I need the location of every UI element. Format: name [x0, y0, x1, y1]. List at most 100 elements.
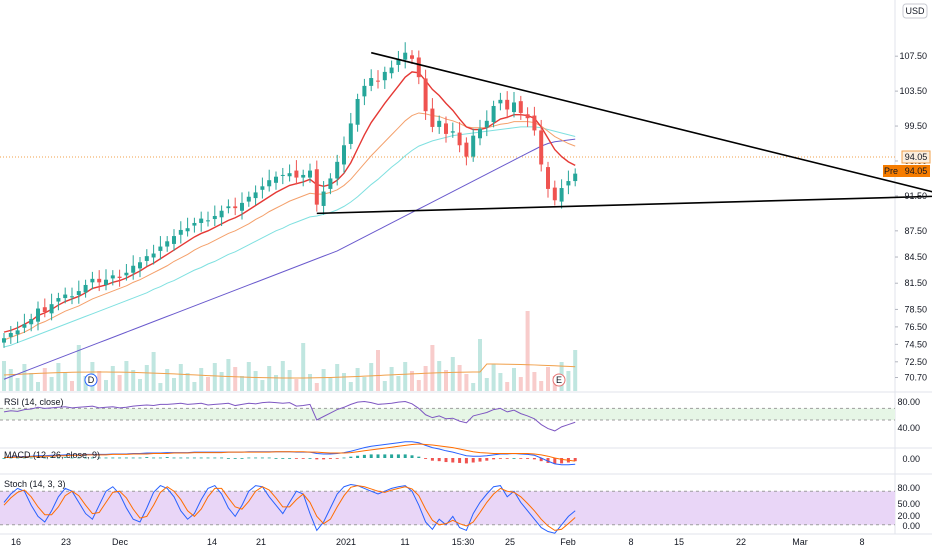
- macd-histogram-bar: [124, 457, 128, 459]
- volume-bar: [362, 377, 367, 391]
- candle-body: [450, 131, 455, 133]
- candle-body: [260, 186, 265, 190]
- currency-badge[interactable]: [902, 3, 928, 19]
- macd-histogram-bar: [77, 457, 81, 459]
- macd-histogram-bar: [90, 457, 94, 459]
- stoch-k-line: [3, 483, 576, 534]
- candle-body: [56, 298, 61, 302]
- volume-bar: [348, 382, 353, 391]
- volume-bar: [76, 345, 81, 391]
- macd-histogram-bar: [478, 458, 482, 462]
- macd-histogram-bar: [451, 458, 455, 463]
- lower-trendline[interactable]: [316, 195, 932, 215]
- macd-histogram-bar: [315, 458, 319, 460]
- earnings-marker[interactable]: [552, 373, 566, 387]
- macd-histogram-bar: [376, 454, 380, 458]
- volume-bar: [355, 368, 360, 391]
- macd-histogram-bar: [16, 457, 20, 459]
- candle-body: [83, 284, 88, 293]
- volume-bar: [42, 368, 47, 391]
- volume-bar: [308, 374, 312, 391]
- macd-histogram-bar: [403, 454, 407, 458]
- volume-bar: [532, 372, 537, 391]
- candle-body: [342, 145, 346, 165]
- candle-body: [97, 278, 102, 283]
- volume-bar: [539, 381, 544, 391]
- candle-body: [308, 170, 312, 178]
- volume-bar: [416, 380, 421, 391]
- last-price-tag: [901, 150, 931, 164]
- candle-body: [348, 123, 353, 144]
- candle-body: [117, 276, 122, 278]
- candle-body: [138, 262, 142, 269]
- macd-histogram-bar: [505, 458, 509, 459]
- volume-bar: [382, 381, 387, 391]
- candle-body: [267, 180, 272, 187]
- volume-bar: [546, 367, 550, 391]
- macd-histogram-bar: [63, 457, 67, 458]
- candle-body: [8, 332, 13, 337]
- macd-histogram-bar: [512, 458, 516, 459]
- macd-histogram-bar: [396, 454, 400, 458]
- macd-histogram-bar: [437, 458, 441, 462]
- candle-body: [15, 330, 20, 335]
- candle-body: [559, 188, 564, 202]
- price-tick-label: 70.70: [904, 373, 927, 383]
- time-tick-label: 15: [674, 537, 684, 547]
- upper-trendline[interactable]: [371, 51, 932, 196]
- rsi-band: [0, 408, 895, 420]
- macd-histogram-bar: [546, 458, 550, 463]
- ema-fast-line: [3, 71, 576, 333]
- candle-body: [110, 275, 115, 279]
- candle-body: [233, 206, 238, 209]
- macd-label: MACD (12, 26, close, 9): [4, 450, 100, 460]
- dividend-marker-icon: D: [88, 375, 95, 385]
- price-tick-label: 107.50: [899, 51, 927, 61]
- candle-body: [532, 115, 537, 131]
- dividend-marker[interactable]: [84, 373, 98, 387]
- candle-body: [36, 308, 40, 322]
- macd-histogram-bar: [362, 454, 366, 458]
- macd-histogram-bar: [247, 457, 251, 459]
- volume-bar: [138, 379, 142, 391]
- volume-ma-line: [3, 363, 576, 379]
- macd-histogram-bar: [573, 458, 577, 462]
- macd-histogram-bar: [430, 458, 434, 461]
- candle-body: [416, 57, 421, 78]
- macd-histogram-bar: [471, 458, 475, 463]
- macd-histogram-bar: [2, 458, 6, 459]
- candle-body: [172, 236, 176, 244]
- ma-long-line: [3, 138, 576, 380]
- candle-body: [423, 78, 428, 112]
- candle-body: [151, 253, 156, 258]
- volume-bar: [131, 370, 136, 391]
- macd-histogram-bar: [281, 458, 285, 459]
- candle-body: [70, 296, 74, 298]
- candle-body: [444, 123, 448, 134]
- candle-body: [314, 169, 319, 205]
- volume-bar: [389, 367, 394, 391]
- volume-bar: [287, 370, 292, 391]
- volume-bar: [15, 378, 20, 391]
- macd-histogram-bar: [192, 457, 196, 459]
- price-tick-label: 81.50: [904, 278, 927, 288]
- price-pane: [0, 42, 932, 380]
- macd-histogram-bar: [260, 457, 264, 459]
- macd-histogram-bar: [233, 458, 237, 459]
- time-tick-label: Feb: [560, 537, 576, 547]
- volume-bar: [226, 359, 231, 391]
- last-price-label: 94.05: [905, 152, 928, 162]
- volume-bar: [457, 365, 462, 391]
- volume-bar: [444, 370, 448, 391]
- candle-body: [464, 142, 469, 157]
- rsi-tick-label: 40.00: [897, 423, 920, 433]
- candle-body: [2, 338, 6, 343]
- price-tick-label: 74.50: [904, 339, 927, 349]
- currency-label: USD: [905, 6, 925, 16]
- volume-bar: [566, 371, 571, 391]
- macd-histogram-bar: [492, 458, 496, 460]
- candle-body: [430, 108, 435, 127]
- macd-histogram-bar: [186, 457, 190, 459]
- candle-body: [573, 173, 578, 182]
- volume-bar: [70, 381, 74, 391]
